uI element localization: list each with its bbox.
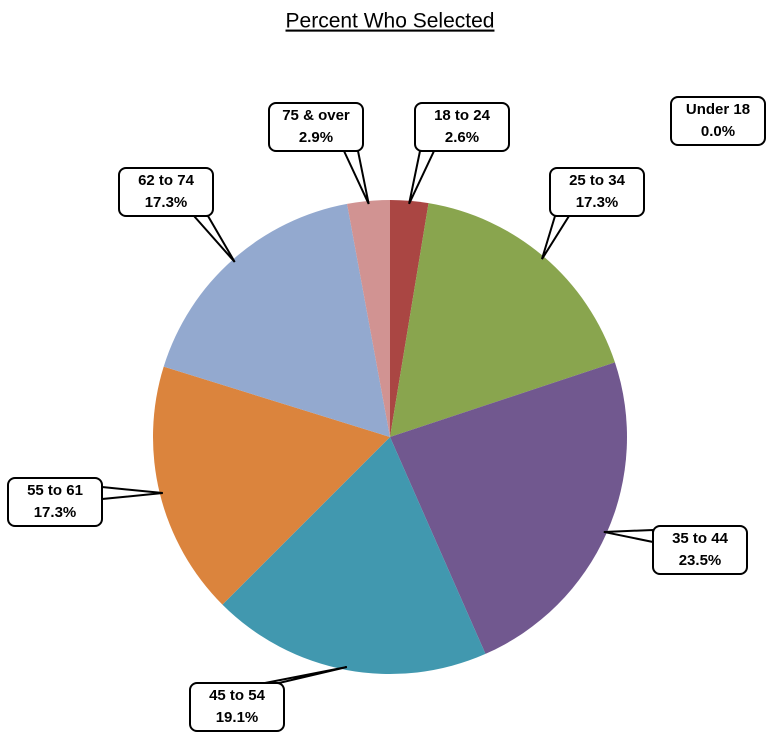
value-label: 2.9% <box>299 129 333 146</box>
chart-title: Percent Who Selected <box>286 10 495 33</box>
pie-slice <box>163 203 390 437</box>
pie-slice <box>347 200 390 437</box>
label-box <box>189 682 285 732</box>
label-box <box>414 102 510 152</box>
value-label: 17.3% <box>34 504 77 521</box>
callout-pointer <box>101 485 163 501</box>
label-box <box>118 167 214 217</box>
callout-pointer <box>264 666 348 684</box>
category-label: 62 to 74 <box>138 172 195 189</box>
category-label: 35 to 44 <box>672 530 729 547</box>
category-label: 55 to 61 <box>27 482 83 499</box>
label-box <box>7 477 103 527</box>
label-box <box>670 96 766 146</box>
value-label: 17.3% <box>576 194 619 211</box>
pie-slice <box>390 200 429 437</box>
label-box <box>268 102 364 152</box>
pie-slice <box>390 203 615 437</box>
category-label: 18 to 24 <box>434 107 491 124</box>
pie-slice <box>390 362 627 654</box>
pie-slice <box>152 366 390 605</box>
callout-pointer <box>541 215 571 260</box>
category-label: 45 to 54 <box>209 687 266 704</box>
category-label: 25 to 34 <box>569 172 626 189</box>
category-label: 75 & over <box>282 107 350 124</box>
callout-pointer <box>408 150 436 205</box>
value-label: 17.3% <box>145 194 188 211</box>
category-label: Under 18 <box>686 101 750 118</box>
callout-pointer <box>603 528 654 544</box>
value-label: 2.6% <box>445 129 479 146</box>
callout-pointer <box>191 215 236 263</box>
label-box <box>549 167 645 217</box>
value-label: 0.0% <box>701 123 735 140</box>
pie-slice <box>222 437 486 674</box>
callout-pointer <box>342 150 370 205</box>
label-box <box>652 525 748 575</box>
value-label: 23.5% <box>679 552 722 569</box>
value-label: 19.1% <box>216 709 259 726</box>
